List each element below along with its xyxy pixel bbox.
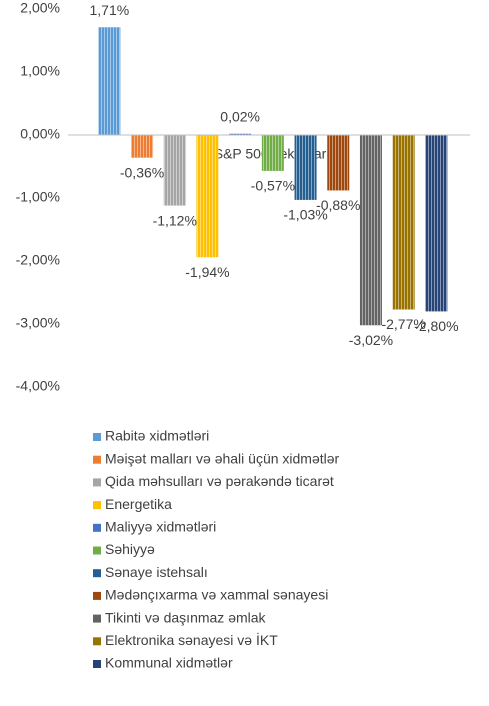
legend-label: Səhiyyə	[105, 541, 155, 557]
legend-label: Qida məhsulları və pərakəndə ticarət	[105, 473, 334, 489]
legend-swatch	[93, 660, 101, 668]
data-label: -2,80%	[414, 318, 458, 334]
legend-label: Tikinti və daşınmaz əmlak	[105, 609, 267, 625]
legend-label: Elektronika sənayesi və İKT	[105, 631, 278, 648]
legend-label: Kommunal xidmətlər	[105, 655, 233, 671]
data-label: 1,71%	[89, 2, 129, 18]
y-tick-label: -2,00%	[16, 252, 60, 268]
bar-texture	[359, 135, 382, 326]
bar-texture	[163, 135, 186, 206]
data-label: -0,57%	[251, 178, 295, 194]
bar-texture	[131, 135, 154, 158]
legend-swatch	[93, 614, 101, 623]
y-tick-label: -1,00%	[16, 189, 60, 205]
data-label: -1,12%	[153, 212, 197, 228]
legend-swatch	[93, 569, 101, 578]
data-label: -0,88%	[316, 197, 360, 213]
legend-label: Energetika	[105, 496, 172, 512]
legend-swatch	[93, 433, 101, 441]
y-tick-label: 2,00%	[20, 0, 60, 16]
bar-texture	[294, 135, 317, 200]
legend-swatch	[93, 637, 101, 646]
data-label: -1,03%	[283, 207, 327, 223]
data-label: -1,94%	[185, 264, 229, 280]
legend-label: Mədənçıxarma və xammal sənayesi	[105, 587, 328, 603]
y-tick-label: -3,00%	[16, 315, 60, 331]
y-tick-label: 0,00%	[20, 126, 60, 142]
legend-swatch	[93, 501, 101, 510]
legend-label: Maliyyə xidmətləri	[105, 519, 216, 535]
bar-texture	[327, 135, 350, 191]
y-tick-label: 1,00%	[20, 63, 60, 79]
legend-label: Rabitə xidmətləri	[105, 428, 209, 444]
bar-texture	[229, 133, 252, 135]
legend-swatch	[93, 546, 101, 555]
bar-texture	[392, 135, 415, 310]
legend-label: Məişət malları və əhali üçün xidmətlər	[105, 450, 340, 466]
bar-texture	[261, 135, 284, 171]
y-tick-label: -4,00%	[16, 378, 60, 394]
legend-swatch	[93, 455, 101, 464]
data-label: 0,02%	[220, 108, 260, 124]
bar-texture	[425, 135, 448, 312]
bar-texture	[196, 135, 219, 258]
legend-label: Sənaye istehsalı	[105, 564, 208, 580]
legend-swatch	[93, 523, 101, 532]
data-label: -2,77%	[381, 316, 425, 332]
legend-swatch	[93, 591, 101, 600]
data-label: -3,02%	[349, 332, 393, 348]
legend-swatch	[93, 478, 101, 487]
bar-texture	[98, 27, 121, 135]
data-label: -0,36%	[120, 164, 164, 180]
